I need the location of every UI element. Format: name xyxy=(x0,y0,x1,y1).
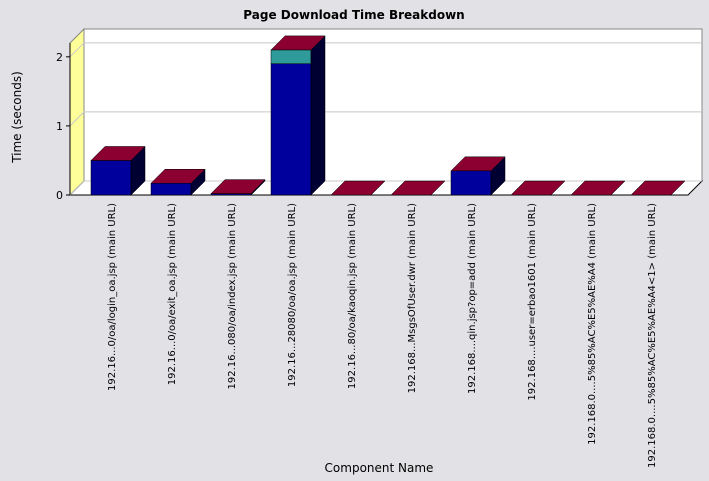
bar-cap xyxy=(570,180,626,196)
left-wall xyxy=(69,27,85,197)
bar-cap xyxy=(150,169,206,184)
bar-cap xyxy=(630,180,686,196)
bar-cap xyxy=(330,180,386,196)
x-tick-label: 192.168...MsgsOfUser.dwr (main URL) xyxy=(407,203,418,393)
bar-segment xyxy=(270,63,312,196)
x-tick-label: 192.16...80/oa/kaoqin.jsp (main URL) xyxy=(347,203,358,389)
x-tick-label: 192.16...28080/oa/oa.jsp (main URL) xyxy=(287,203,298,387)
gridline xyxy=(69,42,702,58)
bar-cap xyxy=(510,180,566,196)
y-tick-label: 1 xyxy=(56,120,63,133)
y-tick-label: 0 xyxy=(56,189,63,202)
bar-cap xyxy=(270,35,326,51)
bar-segment xyxy=(150,183,192,196)
y-axis-label: Time (seconds) xyxy=(10,71,24,164)
bar-cap xyxy=(90,146,146,161)
bar-segment xyxy=(270,49,312,64)
x-tick-label: 192.168.0....5%85%AC%E5%AE%A4 (main URL) xyxy=(587,203,598,445)
plot-area: 0 1 2 192.16...0/oa/login_oa.jsp (main URL)… xyxy=(56,27,704,468)
bar-side xyxy=(310,35,326,196)
bar-segment xyxy=(450,170,492,196)
x-tick-label: 192.168....qin.jsp?op=add (main URL) xyxy=(467,203,478,394)
chart-title: Page Download Time Breakdown xyxy=(243,8,464,22)
x-axis-label: Component Name xyxy=(325,461,434,475)
gridline xyxy=(69,111,702,127)
bar-cap xyxy=(210,179,266,194)
y-tick-label: 2 xyxy=(56,51,63,64)
back-wall xyxy=(83,28,703,182)
bar-segment xyxy=(90,160,132,196)
bar-cap xyxy=(390,180,446,196)
x-tick-label: 192.168....user=erbao1601 (main URL) xyxy=(527,203,538,401)
x-tick-label: 192.16...080/oa/index.jsp (main URL) xyxy=(227,203,238,390)
x-tick-label: 192.168.0....5%85%AC%E5%AE%A4<1> (main U… xyxy=(647,203,658,468)
bar-cap xyxy=(450,156,506,172)
x-tick-label: 192.16...0/oa/login_oa.jsp (main URL) xyxy=(107,203,118,391)
x-tick-label: 192.16...0/oa/exit_oa.jsp (main URL) xyxy=(167,203,178,385)
